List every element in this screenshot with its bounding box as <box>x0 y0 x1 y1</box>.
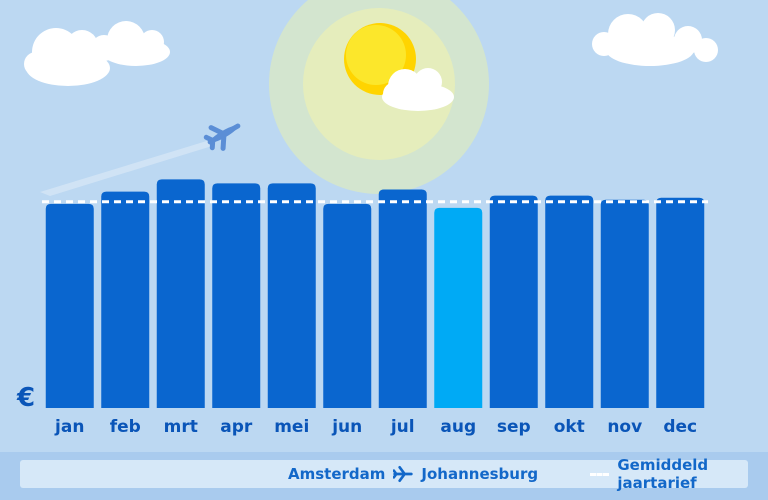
bar-aug <box>434 207 483 408</box>
average-line-sample <box>590 472 610 476</box>
x-tick-label: mrt <box>164 417 198 437</box>
legend: Amsterdam Johannesburg Gemiddeld jaartar… <box>20 456 748 492</box>
bar-jan <box>45 203 94 408</box>
x-tick-label: jan <box>54 417 84 437</box>
x-tick-label: jul <box>390 417 415 437</box>
destination-city: Johannesburg <box>421 465 539 483</box>
origin-city: Amsterdam <box>288 465 386 483</box>
x-tick-label: mei <box>274 417 309 437</box>
x-tick-label: apr <box>220 417 253 437</box>
bar-mrt <box>156 179 205 408</box>
x-tick-label: okt <box>554 417 585 437</box>
airplane-icon <box>40 123 241 196</box>
cloud-icon <box>592 13 718 66</box>
bar-mei <box>267 183 316 408</box>
average-label: Gemiddeld jaartarief <box>617 456 709 492</box>
bar-okt <box>545 195 594 408</box>
x-tick-label: nov <box>607 417 642 437</box>
bar-jul <box>378 189 427 408</box>
bar-jun <box>323 203 372 408</box>
bar-dec <box>656 197 705 408</box>
y-axis-label: € <box>16 383 35 413</box>
x-tick-label: feb <box>110 417 141 437</box>
bar-feb <box>101 191 150 408</box>
sun-icon <box>269 0 489 194</box>
average-legend: Gemiddeld jaartarief <box>590 456 748 492</box>
airplane-icon <box>393 466 414 482</box>
x-tick-label: aug <box>440 417 476 437</box>
bar-nov <box>600 199 649 408</box>
cloud-icon <box>24 21 170 86</box>
bar-apr <box>212 183 261 408</box>
route-label: Amsterdam Johannesburg <box>288 460 538 488</box>
bar-sep <box>489 195 538 408</box>
x-tick-label: sep <box>497 417 531 437</box>
x-tick-label: jun <box>331 417 362 437</box>
x-tick-label: dec <box>663 417 697 437</box>
cloud-icon <box>382 68 454 111</box>
